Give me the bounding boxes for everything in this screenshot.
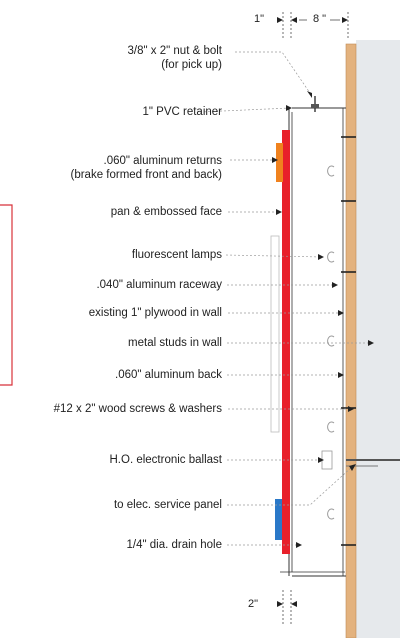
- callout-lamps: fluorescent lamps: [132, 248, 222, 262]
- dimension-arrows: [277, 17, 348, 607]
- callout-back: .060" aluminum back: [115, 368, 222, 382]
- callout-ballast: H.O. electronic ballast: [110, 453, 223, 467]
- callout-aluminum-returns-line2: (brake formed front and back): [70, 169, 223, 181]
- callout-pvc-retainer: 1" PVC retainer: [142, 105, 222, 119]
- callout-leaders: [199, 51, 372, 546]
- callout-plywood-line1: existing 1" plywood in wall: [88, 307, 222, 319]
- wood-screws: [341, 136, 356, 546]
- callout-pvc-retainer-line1: 1" PVC retainer: [142, 106, 222, 118]
- metal-stud-wall: [356, 40, 400, 638]
- callout-drain-hole-line1: 1/4" dia. drain hole: [126, 539, 222, 551]
- aluminum-return-orange: [276, 143, 283, 182]
- callout-nut-bolt-line1: 3/8" x 2" nut & bolt: [127, 45, 222, 57]
- callout-face-line1: pan & embossed face: [110, 206, 222, 218]
- callout-nut-bolt-line2: (for pick up): [161, 59, 222, 71]
- callout-service-panel-line1: to elec. service panel: [113, 499, 222, 511]
- dimension-label-1in: 1": [254, 13, 265, 25]
- nut-bolt: [311, 96, 319, 112]
- plywood-layer: [345, 43, 357, 638]
- dimension-label-8in: 8 ": [313, 13, 327, 25]
- callout-drain-hole: 1/4" dia. drain hole: [126, 538, 222, 552]
- callout-back-line1: .060" aluminum back: [115, 369, 222, 381]
- callout-screws-line1: #12 x 2" wood screws & washers: [53, 403, 222, 415]
- lamp-sockets: [327, 165, 335, 520]
- callout-raceway: .040" aluminum raceway: [96, 278, 222, 292]
- callout-aluminum-returns-line1: .060" aluminum returns: [103, 155, 223, 167]
- detail-frame: [0, 204, 13, 386]
- sign-face: [282, 130, 290, 554]
- aluminum-return-blue: [275, 499, 282, 540]
- callout-ballast-line1: H.O. electronic ballast: [109, 454, 223, 466]
- callout-arrowheads: [272, 91, 374, 548]
- dimension-label-2in: 2": [248, 598, 259, 610]
- callout-raceway-line1: .040" aluminum raceway: [96, 279, 222, 291]
- callout-nut-bolt: 3/8" x 2" nut & bolt (for pick up): [128, 44, 222, 72]
- callout-plywood: existing 1" plywood in wall: [89, 306, 222, 320]
- callout-studs-line1: metal studs in wall: [128, 337, 222, 349]
- callout-studs: metal studs in wall: [128, 336, 222, 350]
- callout-service-panel: to elec. service panel: [114, 498, 222, 512]
- callout-aluminum-returns: .060" aluminum returns (brake formed fro…: [71, 154, 223, 182]
- callout-lamps-line1: fluorescent lamps: [131, 249, 222, 261]
- callout-screws: #12 x 2" wood screws & washers: [54, 402, 222, 416]
- dimension-lines: [282, 12, 349, 625]
- callout-face: pan & embossed face: [111, 205, 222, 219]
